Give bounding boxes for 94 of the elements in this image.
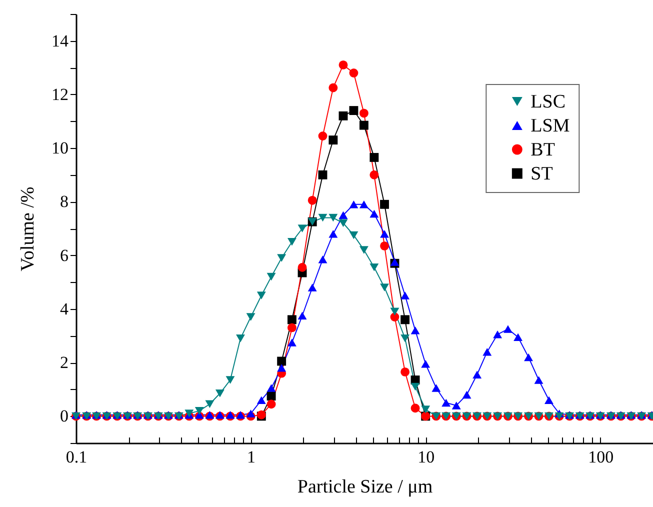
point [349,231,358,240]
y-tick-label: 4 [60,299,69,318]
y-tick-label: 8 [60,192,68,212]
point [410,326,420,334]
y-tick-label: 14 [52,31,69,50]
point [256,292,266,300]
point [308,196,317,205]
point [472,370,482,378]
point [380,200,389,209]
point [380,230,389,238]
point [410,382,420,391]
legend-label: LSM [530,116,570,136]
y-axis-title: Volume /% [18,186,38,272]
point [318,170,328,180]
point [205,400,214,408]
point [328,214,338,222]
point [359,108,368,118]
point [503,325,512,333]
point [400,367,410,376]
point [277,356,286,366]
x-tick-label: 10 [418,448,435,466]
point [400,315,410,324]
point [514,333,523,341]
point [544,396,554,404]
point [246,410,256,418]
point [266,392,276,401]
point [421,360,430,368]
point [359,200,368,208]
point [194,406,204,415]
legend-label: BT [530,140,556,160]
point [400,334,410,342]
point [410,404,420,413]
point [493,330,502,338]
point [338,60,348,70]
point [266,400,276,409]
point [370,152,379,162]
legend-label: ST [530,164,554,184]
point [452,402,461,410]
x-tick-label: 100 [588,448,614,466]
point [482,348,492,356]
point [462,390,472,399]
point [432,384,441,392]
point [328,83,338,92]
point [287,315,296,324]
y-tick-label: 10 [52,138,68,158]
legend-label: LSC [530,92,566,112]
point [338,211,348,219]
x-axis-title: Particle Size / μm [297,476,433,498]
point [256,396,266,404]
point [370,170,379,180]
point [318,255,328,264]
point [236,334,245,342]
point [390,308,400,316]
point [370,210,379,218]
point [349,200,358,208]
x-tick-label: 0.1 [66,448,88,466]
point [318,214,328,222]
point [277,364,286,372]
point [215,390,224,398]
point [380,284,389,292]
point [328,230,338,238]
point [226,376,235,384]
point [349,106,358,115]
point [277,254,286,262]
point [266,384,276,392]
point [359,246,368,254]
point [298,312,307,320]
point [370,264,379,272]
point [349,68,358,78]
point [338,219,348,228]
point [308,284,317,292]
point [328,136,338,144]
y-tick-label: 2 [60,353,68,372]
y-tick-label: 0 [60,406,68,426]
point [266,272,276,281]
y-tick-label: 12 [52,84,68,104]
point [359,120,368,130]
x-tick-label: 1 [247,448,256,466]
point [287,238,296,246]
point [287,338,296,346]
point [524,353,533,362]
point [400,292,410,300]
point [318,132,328,140]
point [421,406,430,414]
point [287,323,296,332]
point [442,398,451,407]
point [390,312,400,322]
y-tick-label: 6 [60,246,68,265]
point [298,224,307,232]
point [298,262,307,272]
point [338,111,348,120]
point [380,241,389,250]
point [534,376,544,384]
point [246,313,256,321]
